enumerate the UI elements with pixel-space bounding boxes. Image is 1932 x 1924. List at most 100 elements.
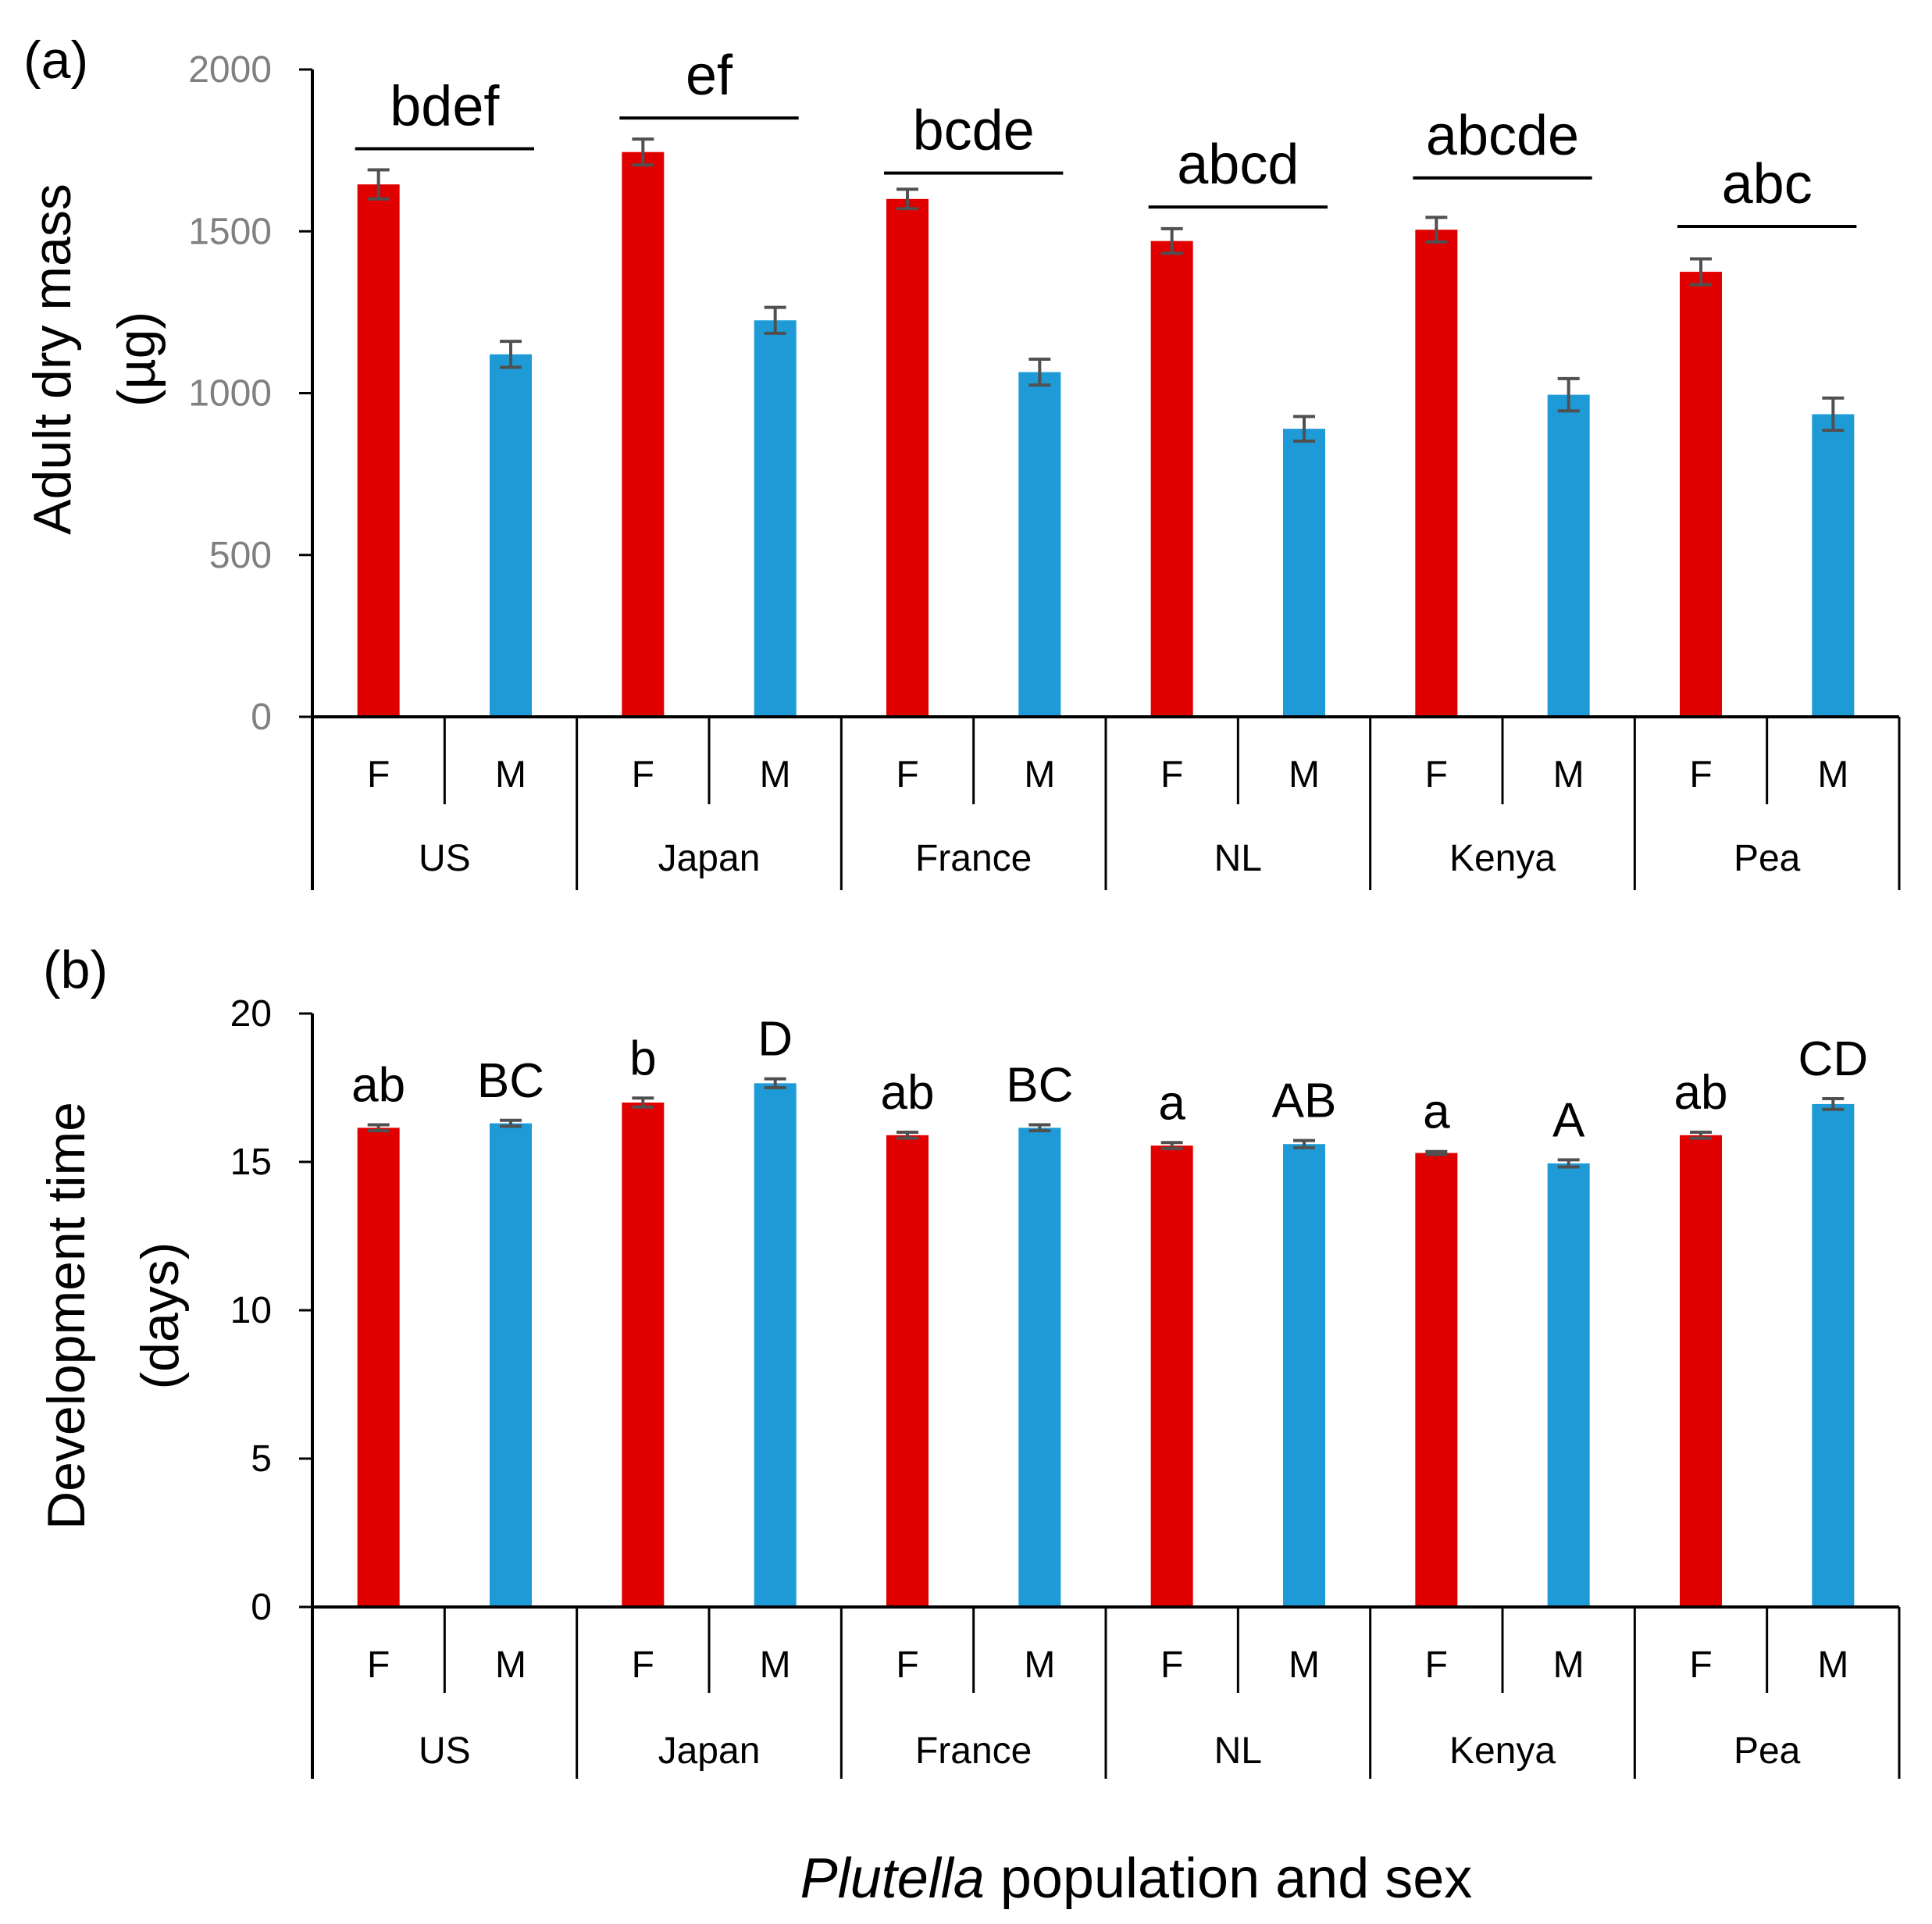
sex-label: M — [495, 754, 526, 796]
population-label: Kenya — [1449, 838, 1556, 879]
sex-label: F — [896, 754, 918, 796]
ytick-label: 10 — [230, 1290, 272, 1331]
bar-nl-m — [1283, 1144, 1325, 1607]
population-label: Pea — [1734, 1730, 1801, 1772]
sex-label: F — [1689, 1644, 1712, 1686]
population-label: Kenya — [1449, 1730, 1556, 1772]
sex-label: F — [896, 1644, 918, 1686]
bar-kenya-m — [1547, 1163, 1590, 1607]
population-label: NL — [1214, 1730, 1262, 1772]
sex-label: F — [1425, 1644, 1448, 1686]
bar-pea-m — [1812, 1103, 1855, 1607]
significance-letter: BC — [477, 1054, 544, 1108]
sex-label: F — [1160, 754, 1183, 796]
ytick-label: 0 — [251, 1587, 272, 1628]
population-label: Japan — [658, 1730, 761, 1772]
group-letters: ef — [686, 45, 733, 107]
sex-label: F — [367, 754, 390, 796]
ytick-label: 15 — [230, 1142, 272, 1183]
population-label: Japan — [658, 838, 761, 879]
significance-letter: ab — [1674, 1066, 1728, 1120]
bar-nl-f — [1150, 241, 1193, 717]
ytick-label: 0 — [251, 697, 272, 738]
population-label: US — [419, 838, 471, 879]
ytick-label: 2000 — [188, 49, 272, 91]
group-letters: abcd — [1177, 134, 1299, 196]
ytick-label: 1500 — [188, 211, 272, 252]
panel-a-adult-dry-mass: (a) Adult dry mass (µg) 0 500 1000 1500 2000… — [23, 30, 1901, 890]
significance-letter: A — [1552, 1093, 1585, 1147]
significance-letter: D — [757, 1013, 793, 1067]
significance-letter: ab — [881, 1066, 935, 1120]
population-label: France — [915, 1730, 1032, 1772]
sex-label: M — [1553, 754, 1584, 796]
bar-us-m — [490, 354, 532, 717]
sex-label: M — [760, 754, 791, 796]
sex-label: F — [1160, 1644, 1183, 1686]
bar-france-f — [886, 1135, 929, 1607]
panel-a-ylabel-line2: (µg) — [107, 312, 166, 407]
sex-label: M — [760, 1644, 791, 1686]
panel-a-ylabel-line1: Adult dry mass — [23, 183, 82, 535]
x-axis-title: Plutella population and sex — [800, 1847, 1473, 1910]
bar-pea-f — [1680, 272, 1722, 717]
significance-letter: AB — [1272, 1074, 1337, 1128]
sex-label: M — [1024, 1644, 1055, 1686]
sex-label: M — [1289, 1644, 1320, 1686]
significance-letter: a — [1158, 1076, 1185, 1130]
bar-us-f — [357, 1128, 400, 1607]
bar-kenya-f — [1415, 1153, 1458, 1607]
sex-label: F — [367, 1644, 390, 1686]
panel-b-ylabel-line2: (days) — [130, 1242, 190, 1390]
population-label: US — [419, 1730, 471, 1772]
bar-us-f — [357, 184, 400, 717]
x-axis-title-italic: Plutella — [800, 1847, 985, 1910]
ytick-label: 500 — [209, 535, 272, 576]
bar-france-f — [886, 198, 929, 718]
sex-label: F — [1689, 754, 1712, 796]
sex-label: F — [632, 754, 654, 796]
bar-japan-f — [622, 1103, 665, 1607]
group-letters: bdef — [390, 76, 500, 138]
significance-letter: ab — [351, 1059, 405, 1113]
bar-pea-m — [1812, 414, 1855, 717]
population-label: NL — [1214, 838, 1262, 879]
bar-us-m — [490, 1123, 532, 1607]
x-axis-title-rest: population and sex — [985, 1847, 1472, 1910]
bar-kenya-m — [1547, 394, 1590, 717]
bar-japan-m — [754, 1083, 797, 1607]
significance-letter: b — [629, 1031, 656, 1085]
sex-label: F — [632, 1644, 654, 1686]
sex-label: F — [1425, 754, 1448, 796]
panel-a-label: (a) — [23, 30, 88, 90]
bar-kenya-f — [1415, 230, 1458, 717]
group-letters: abc — [1722, 153, 1813, 216]
bar-japan-m — [754, 320, 797, 717]
sex-label: M — [1817, 1644, 1848, 1686]
bar-nl-f — [1150, 1145, 1193, 1607]
sex-label: M — [1289, 754, 1320, 796]
population-label: Pea — [1734, 838, 1801, 879]
bar-japan-f — [622, 151, 665, 717]
panel-b-label: (b) — [43, 940, 108, 999]
group-letters: abcde — [1426, 105, 1579, 167]
group-letters: bcde — [913, 100, 1035, 162]
sex-label: M — [495, 1644, 526, 1686]
bar-france-m — [1018, 1128, 1061, 1607]
bar-france-m — [1018, 372, 1061, 717]
population-label: France — [915, 838, 1032, 879]
bar-nl-m — [1283, 429, 1325, 717]
significance-letter: CD — [1798, 1032, 1869, 1086]
significance-letter: BC — [1006, 1059, 1073, 1113]
panel-b-ylabel-line1: Development time — [37, 1102, 96, 1530]
bar-pea-f — [1680, 1135, 1722, 1607]
sex-label: M — [1024, 754, 1055, 796]
sex-label: M — [1553, 1644, 1584, 1686]
significance-letter: a — [1423, 1085, 1450, 1139]
ytick-label: 5 — [251, 1438, 272, 1480]
sex-label: M — [1817, 754, 1848, 796]
ytick-label: 20 — [230, 993, 272, 1035]
ytick-label: 1000 — [188, 373, 272, 415]
